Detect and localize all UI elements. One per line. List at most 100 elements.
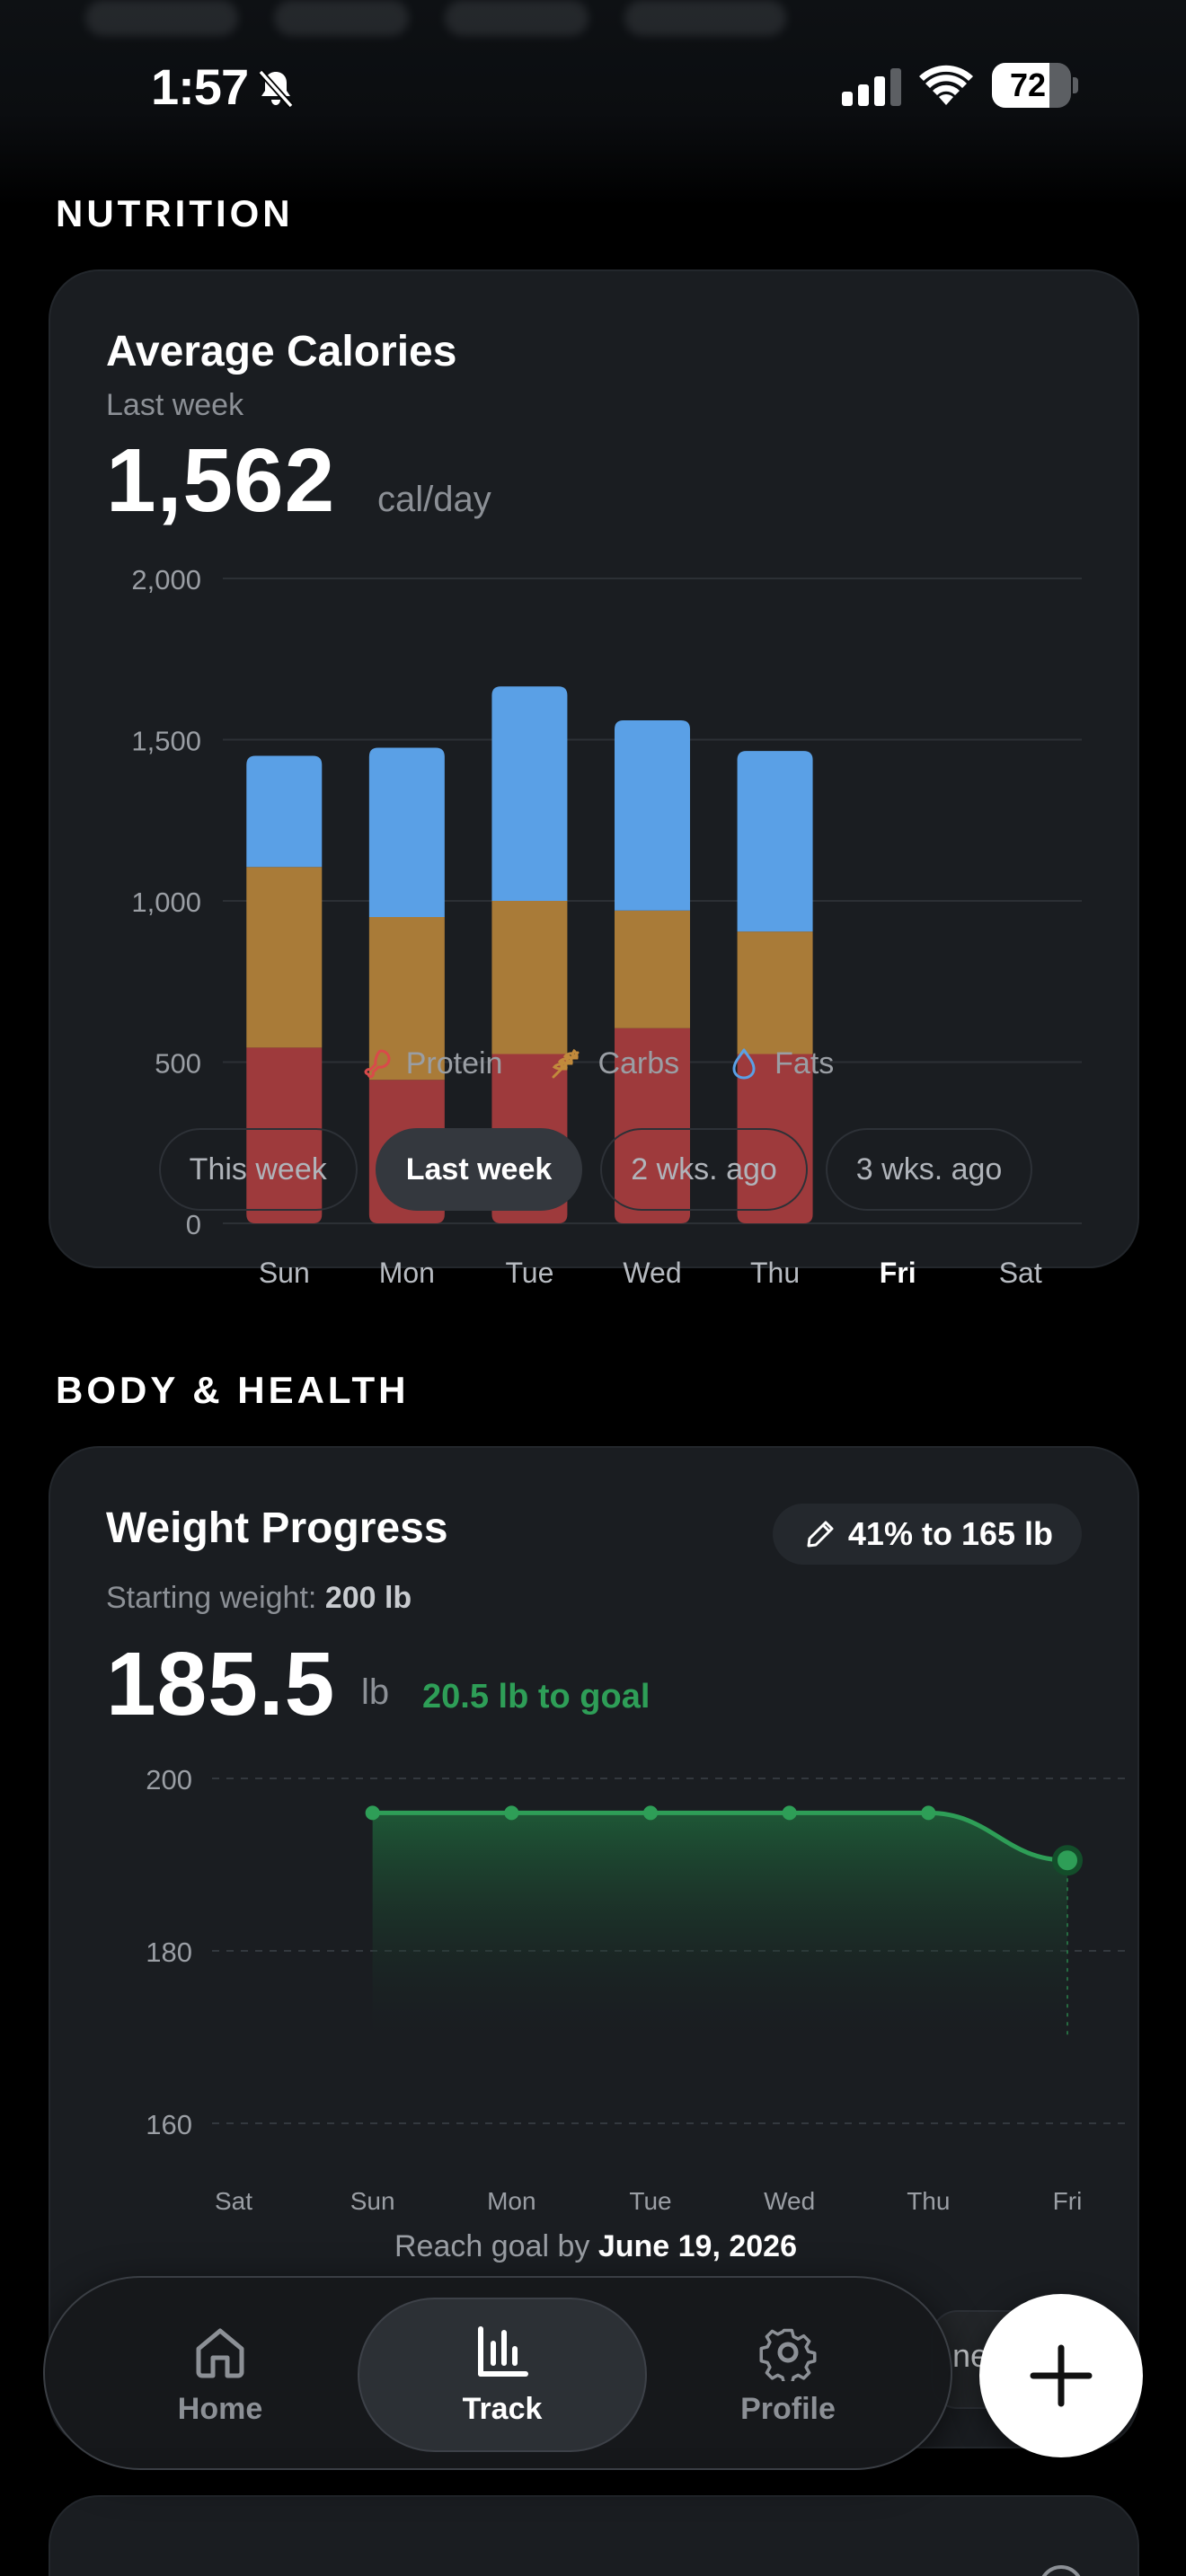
tab-label: Home [177,2391,263,2426]
drumstick-icon [364,1049,391,1079]
tab-profile[interactable]: Profile [643,2298,933,2452]
starting-weight-value: 200 lb [324,1581,412,1615]
y-tick-label: 0 [186,1209,201,1240]
battery-level: 72 [1009,66,1047,103]
tab-home[interactable]: Home [75,2298,365,2452]
weight-point [504,1805,519,1821]
bar-carbs [246,867,323,1048]
y-tick-label: 2,000 [131,564,201,595]
card-subtitle: Last week [106,388,244,422]
y-tick-label: 200 [146,1764,192,1795]
x-tick-label: Sat [215,2187,252,2215]
weight-line [372,1810,1068,1863]
x-tick-label: Sun [350,2187,395,2215]
weight-unit: lb [361,1672,390,1712]
section-title-nutrition: NUTRITION [56,192,294,234]
wifi-icon [919,65,973,105]
bar-fats [737,751,813,932]
x-tick-label: Tue [629,2187,671,2215]
battery-icon: 72 [992,63,1078,108]
legend-protein: Protein [358,1045,503,1081]
x-tick-label: Sat [999,1257,1042,1289]
week-range-selector: This week Last week 2 wks. ago 3 wks. ag… [50,1128,1141,1211]
bar-carbs [368,916,445,1081]
range-3-weeks-ago-pill[interactable]: 3 wks. ago [825,1128,1033,1211]
section-title-body-health: BODY & HEALTH [56,1369,410,1411]
legend-carbs: Carbs [549,1045,679,1081]
bell-slash-icon [258,69,294,109]
x-tick-label: Tue [505,1257,553,1289]
x-tick-label: Thu [750,1257,800,1289]
bar-carbs [737,931,813,1054]
legend-label: Fats [774,1045,835,1081]
current-weight-point [1052,1845,1083,1876]
bar-carbs [491,901,568,1054]
y-tick-label: 1,500 [131,726,201,757]
scrolled-content-peek [85,0,786,40]
pencil-icon [807,1521,834,1548]
card-title: Average Calories [106,328,457,375]
weight-area-chart: 160 180 200 Sat Sun Mon Tue Wed Thu Fri [146,1764,1125,2215]
bar-fats [368,747,445,917]
bar-fats [615,719,690,911]
range-2-weeks-ago-pill[interactable]: 2 wks. ago [600,1128,808,1211]
goal-progress-badge[interactable]: 41% to 165 lb [772,1504,1082,1565]
weight-point [921,1805,936,1821]
home-icon [196,2328,244,2378]
x-tick-label: Thu [907,2187,950,2215]
droplet-icon [732,1048,756,1080]
cellular-signal-icon [842,68,901,106]
to-goal-text: 20.5 lb to goal [422,1678,651,1716]
next-card-title-peek [106,2560,376,2576]
starting-weight: Starting weight: 200 lb [106,1581,412,1616]
info-icon [1039,2565,1084,2576]
chart-legend: Protein Carbs Fats [50,1045,1141,1081]
goal-badge-label: 41% to 165 lb [847,1515,1053,1552]
wheat-icon [552,1048,580,1079]
add-button[interactable] [979,2294,1143,2457]
x-tick-label: Sun [259,1257,310,1289]
bar-protein [246,1047,323,1223]
tab-track[interactable]: Track [358,2298,647,2452]
range-last-week-pill[interactable]: Last week [375,1128,583,1211]
card-title: Weight Progress [106,1504,448,1552]
range-this-week-pill[interactable]: This week [158,1128,358,1211]
average-calories-card[interactable]: Average Calories Last week 1,562 cal/day… [49,269,1141,1289]
x-tick-label: Mon [487,2187,535,2215]
legend-fats: Fats [726,1045,834,1081]
x-tick-label: Wed [623,1257,681,1289]
average-calories-value: 1,562 [106,430,336,531]
status-time: 1:57 [151,58,249,115]
legend-label: Carbs [597,1045,680,1081]
bar-fats [246,755,323,868]
reach-goal-text: Reach goal by June 19, 2026 [50,2229,1141,2264]
weight-area [372,1813,1068,2037]
weight-point [643,1805,658,1821]
reach-goal-date: June 19, 2026 [597,2229,797,2263]
x-tick-label: Mon [379,1257,435,1289]
tab-label: Track [462,2391,543,2426]
tab-bar: Home Track Profile [43,2276,952,2470]
weight-point [782,1805,797,1821]
x-tick-label: Wed [764,2187,815,2215]
reach-goal-label: Reach goal by [394,2229,590,2263]
current-weight-value: 185.5 [106,1634,336,1734]
starting-weight-label: Starting weight: [106,1581,317,1615]
gear-icon [759,2328,817,2381]
bar-carbs [615,910,690,1028]
y-tick-label: 160 [146,2109,192,2140]
weight-point [365,1805,380,1821]
next-card-peek [49,2495,1139,2576]
x-tick-label: Fri [880,1257,916,1289]
bar-chart-icon [478,2325,528,2377]
top-fade [0,0,1186,207]
plus-icon [1030,2344,1093,2407]
tab-label: Profile [740,2391,836,2426]
y-tick-label: 180 [146,1936,192,1968]
status-bar: 1:57 72 [0,54,1186,117]
bar-fats [491,686,568,901]
y-tick-label: 1,000 [131,887,201,918]
legend-label: Protein [405,1045,503,1081]
x-tick-label: Fri [1053,2187,1083,2215]
y-tick-label: 500 [155,1048,201,1080]
